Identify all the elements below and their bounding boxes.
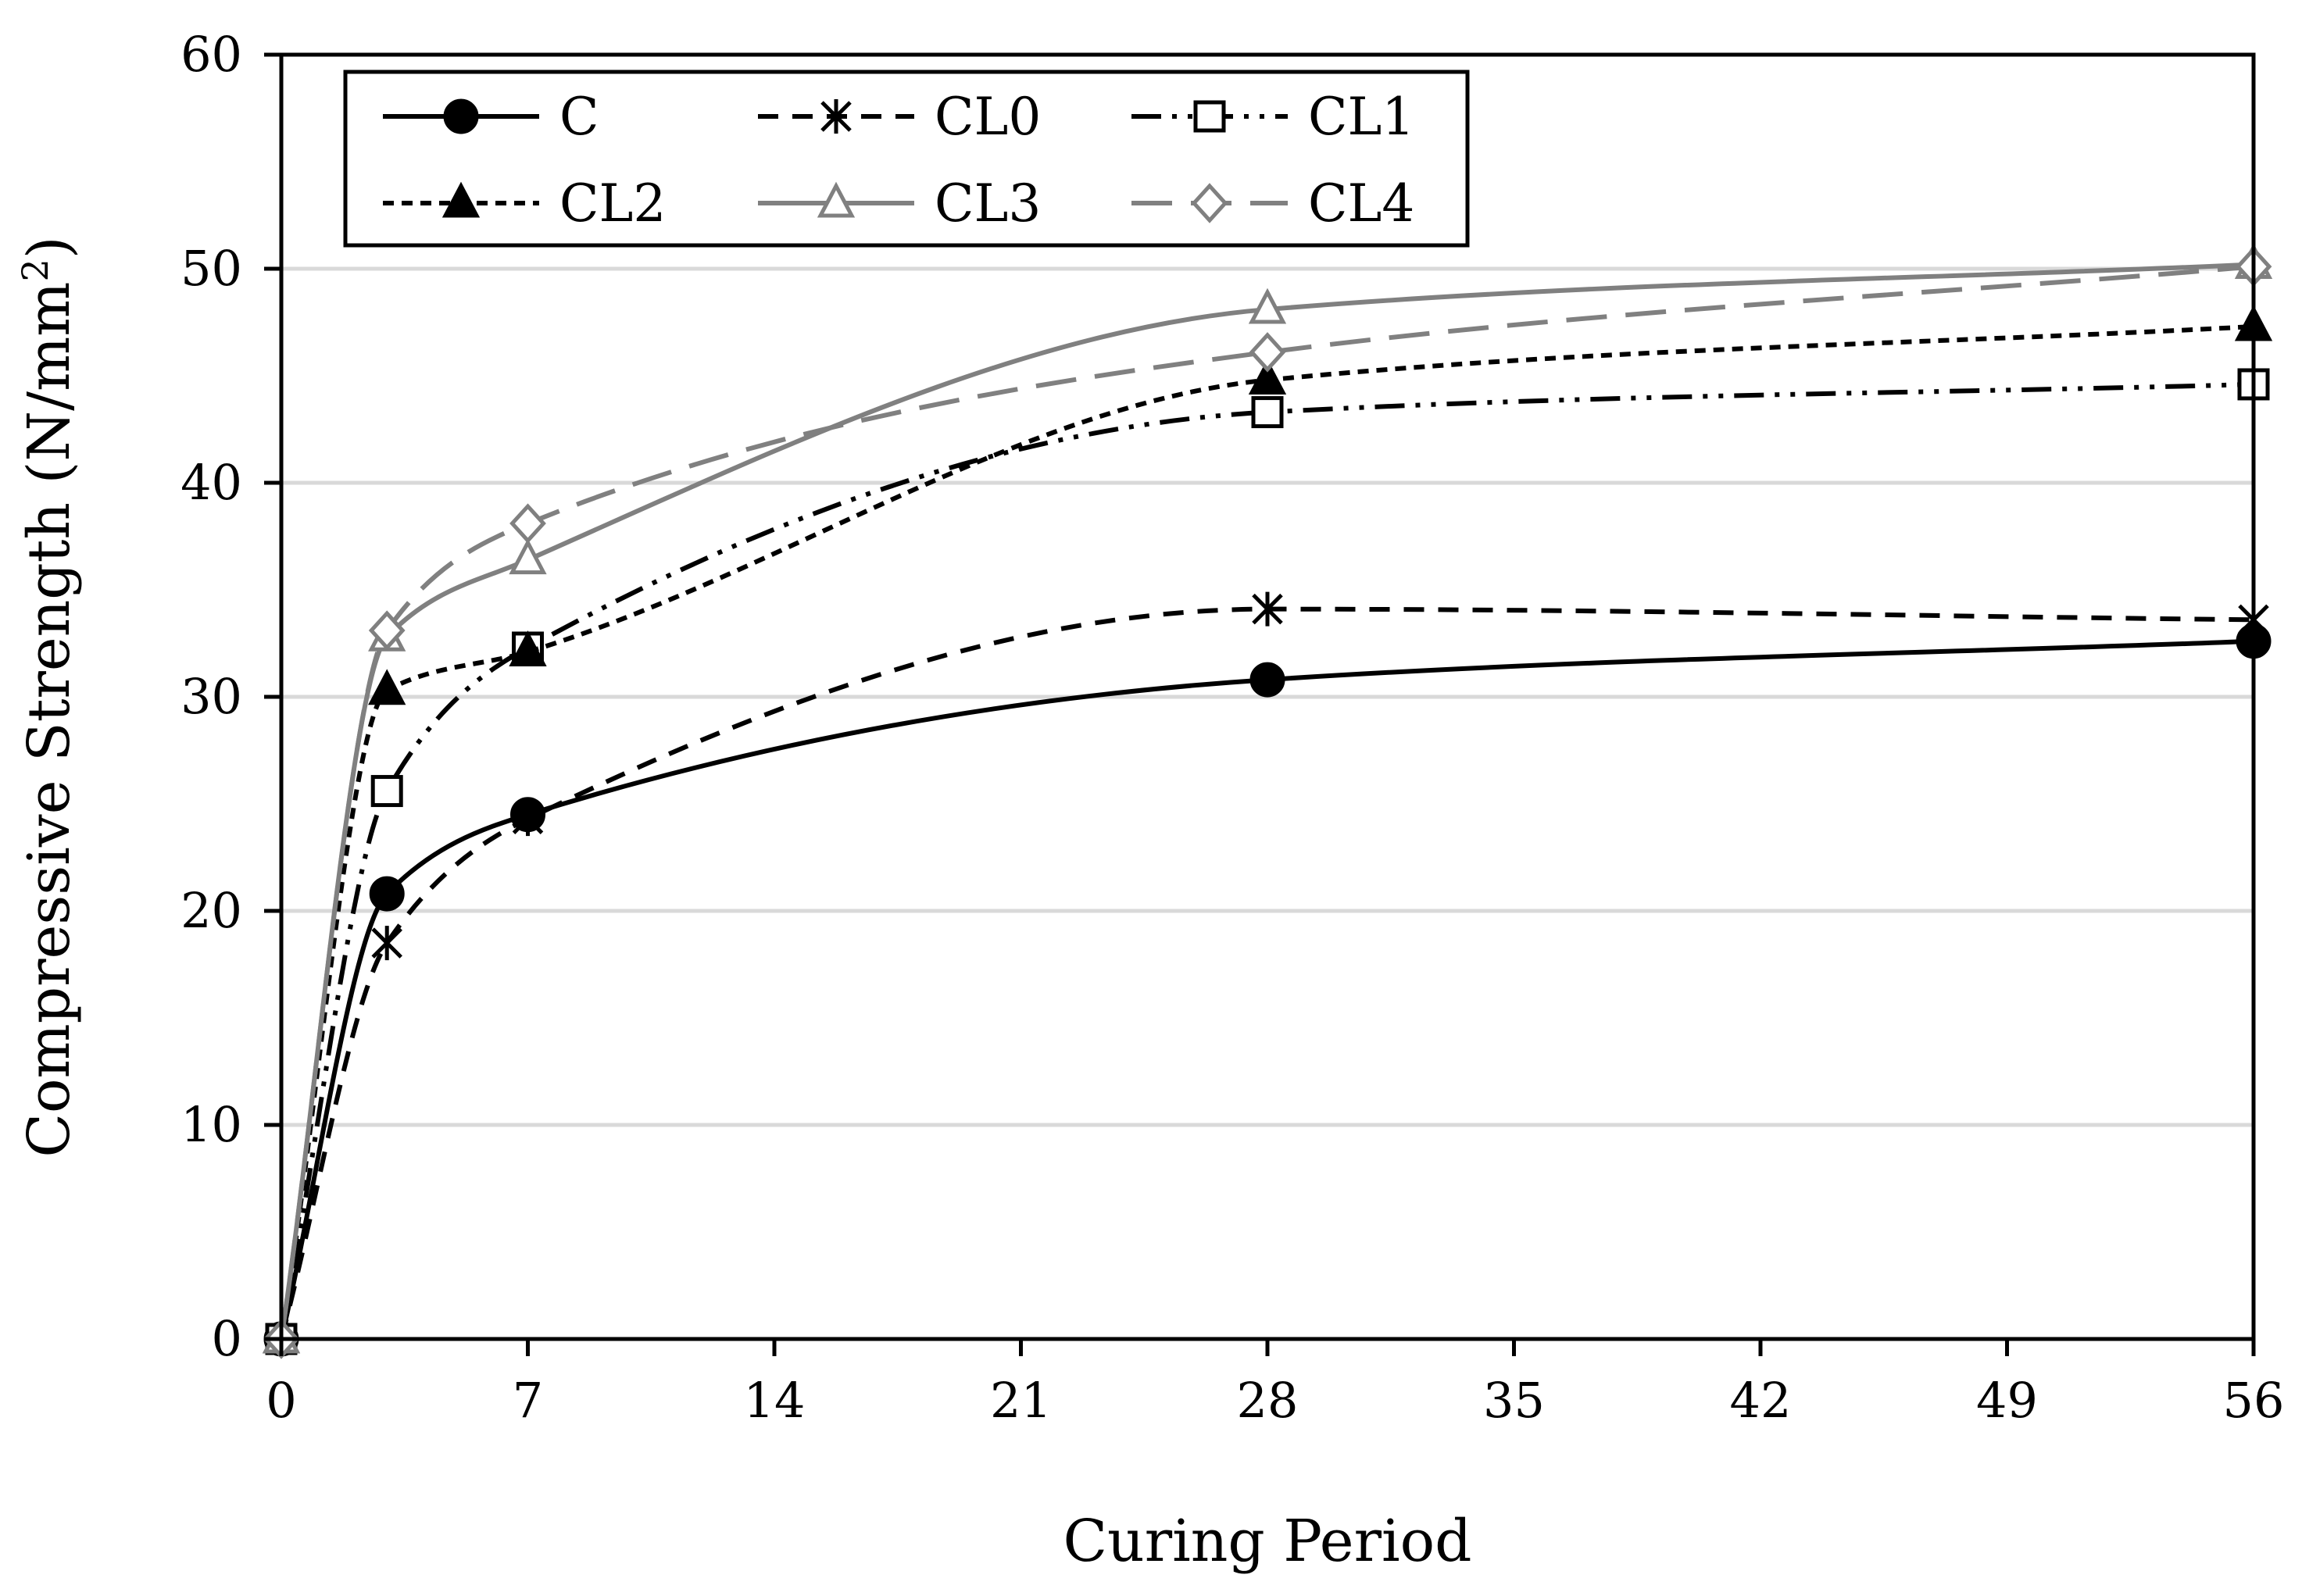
series-cl4 — [263, 246, 2272, 1359]
legend-label-cl3: CL3 — [935, 173, 1041, 234]
series-layer — [262, 243, 2273, 1359]
x-tick-label: 7 — [513, 1372, 543, 1429]
marker-shape — [509, 630, 547, 666]
marker-shape — [1248, 287, 1287, 324]
data-point-cl1-3 — [370, 775, 403, 808]
data-point-cl4-3 — [368, 610, 406, 651]
y-axis-title-superscript: 2 — [14, 259, 56, 281]
y-axis-title: Compressive Strength (N/mm2) — [14, 236, 83, 1157]
marker-shape — [368, 669, 406, 705]
x-tick-label: 35 — [1483, 1372, 1545, 1429]
y-tick-label: 10 — [181, 1096, 242, 1153]
legend-marker-cl0 — [820, 99, 852, 134]
legend-marker-cl3 — [817, 181, 856, 218]
marker-shape — [817, 181, 856, 218]
marker-shape — [1249, 662, 1285, 698]
y-tick-label: 50 — [181, 240, 242, 297]
legend-item-cl3: CL3 — [758, 173, 1041, 234]
legend-label-cl1: CL1 — [1308, 87, 1414, 147]
x-tick-label: 21 — [990, 1372, 1052, 1429]
marker-shape — [1251, 396, 1284, 429]
x-tick-label: 14 — [744, 1372, 806, 1429]
data-point-cl0-28 — [1252, 591, 1283, 627]
marker-shape — [1193, 100, 1226, 133]
legend-item-cl0: CL0 — [758, 87, 1041, 147]
series-line-cl4 — [279, 264, 2254, 1340]
series-line-c — [279, 638, 2254, 1340]
legend-marker-cl4 — [1191, 183, 1228, 223]
series-cl1 — [265, 368, 2270, 1355]
data-point-c-3 — [369, 876, 405, 912]
marker-shape — [512, 802, 544, 837]
marker-shape — [1252, 591, 1283, 627]
data-point-cl2-3 — [368, 669, 406, 705]
marker-shape — [369, 876, 405, 912]
series-cl2 — [262, 305, 2273, 1354]
data-point-c-28 — [1249, 662, 1285, 698]
series-line-cl2 — [279, 323, 2254, 1340]
y-axis-title-text: Compressive Strength (N/mm — [16, 282, 83, 1158]
marker-shape — [368, 610, 406, 651]
x-tick-label: 28 — [1237, 1372, 1299, 1429]
data-point-cl0-7 — [512, 802, 544, 837]
marker-shape — [443, 98, 479, 134]
series-cl0 — [266, 591, 2269, 1356]
marker-shape — [1248, 359, 1287, 395]
y-tick-label: 0 — [212, 1310, 242, 1367]
x-tick-label: 56 — [2223, 1372, 2285, 1429]
x-tick-label: 49 — [1976, 1372, 2038, 1429]
data-point-cl3-28 — [1248, 287, 1287, 324]
data-point-cl4-7 — [509, 503, 546, 544]
data-point-cl3-7 — [509, 538, 547, 575]
marker-shape — [509, 503, 546, 544]
y-tick-label: 30 — [181, 668, 242, 725]
legend-item-c: C — [383, 87, 599, 147]
legend-marker-c — [443, 98, 479, 134]
legend-label-cl2: CL2 — [559, 173, 666, 234]
legend-box — [343, 70, 1470, 248]
data-point-cl2-28 — [1248, 359, 1287, 395]
legend-marker-cl1 — [1193, 100, 1226, 133]
marker-shape — [1191, 183, 1228, 223]
y-axis-title-suffix: ) — [16, 236, 83, 259]
x-tick-label: 0 — [266, 1372, 296, 1429]
data-point-cl4-28 — [1249, 332, 1286, 373]
y-tick-label: 40 — [181, 454, 242, 511]
series-line-cl0 — [279, 606, 2254, 1340]
axes: 0 10 20 30 40 50 60 0 7 14 21 28 35 42 49 56 — [181, 26, 2284, 1429]
data-point-cl0-3 — [371, 926, 402, 961]
y-tick-label: 60 — [181, 26, 242, 83]
data-point-cl2-7 — [509, 630, 547, 666]
legend-item-cl2: CL2 — [383, 173, 666, 234]
legend-label-cl4: CL4 — [1308, 173, 1414, 234]
legend-item-cl4: CL4 — [1131, 173, 1414, 234]
legend-item-cl1: CL1 — [1131, 87, 1414, 147]
legend: C CL0 CL1 CL2 CL3 CL4 — [343, 70, 1470, 248]
marker-shape — [1249, 332, 1286, 373]
marker-shape — [371, 926, 402, 961]
marker-shape — [441, 181, 481, 218]
marker-shape — [370, 775, 403, 808]
data-point-cl1-28 — [1251, 396, 1284, 429]
series-line-cl3 — [279, 262, 2254, 1340]
y-tick-label: 20 — [181, 882, 242, 939]
x-axis-title: Curing Period — [1063, 1508, 1471, 1575]
series-c — [263, 623, 2272, 1357]
marker-shape — [509, 538, 547, 575]
legend-label-cl0: CL0 — [935, 87, 1041, 147]
series-line-cl1 — [279, 381, 2254, 1340]
legend-marker-cl2 — [441, 181, 481, 218]
legend-label-c: C — [559, 87, 599, 147]
x-tick-label: 42 — [1730, 1372, 1792, 1429]
marker-shape — [820, 99, 852, 134]
